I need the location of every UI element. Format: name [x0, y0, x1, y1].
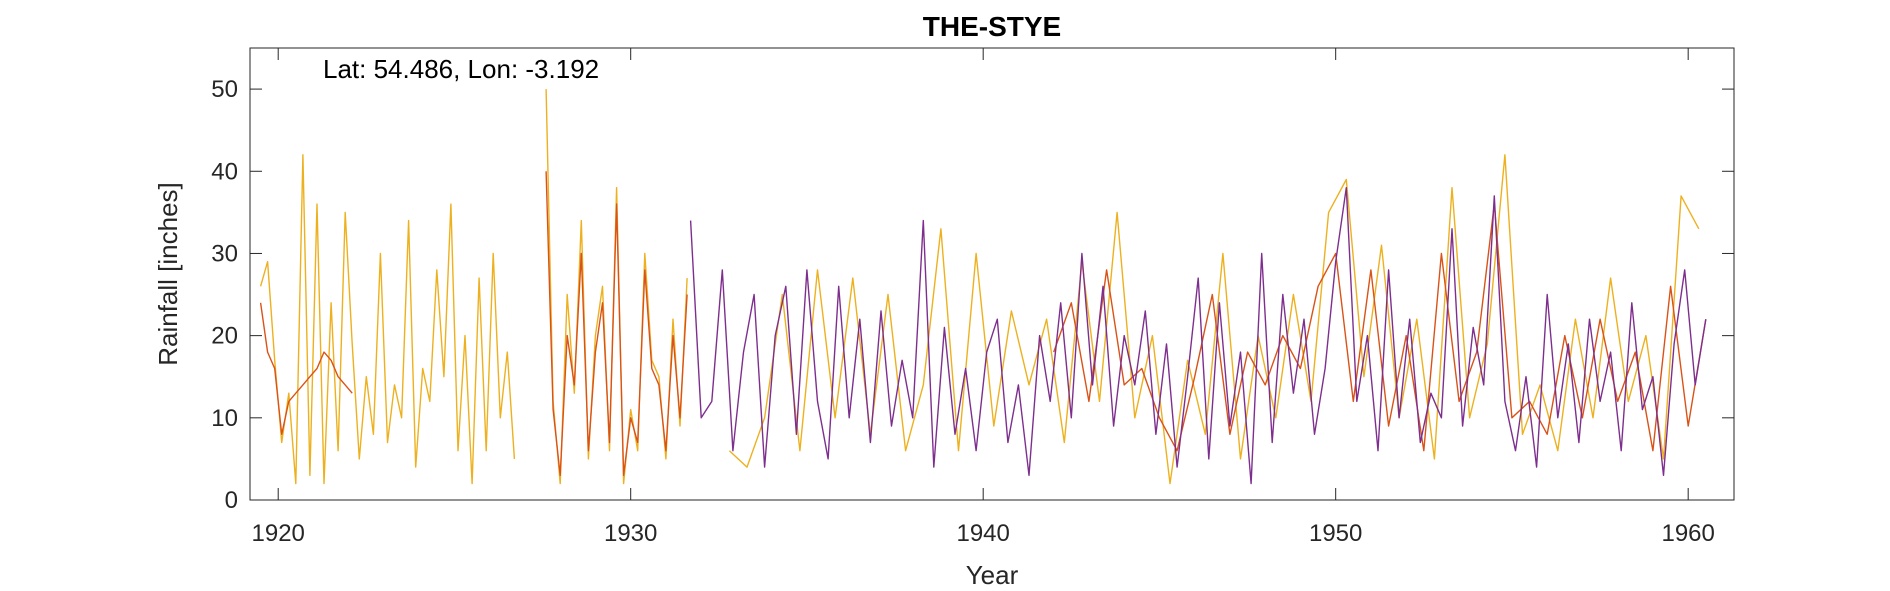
series-1-line-0 [259, 302, 353, 435]
y-tick-label: 20 [211, 323, 238, 350]
x-axis-title: Year [966, 560, 1019, 590]
x-tick-label: 1950 [1309, 520, 1362, 547]
series-layer [259, 89, 1707, 485]
series-2-line-0 [689, 186, 1707, 485]
x-tick-label: 1930 [604, 520, 657, 547]
y-tick-label: 40 [211, 158, 238, 185]
x-tick-label: 1960 [1661, 520, 1714, 547]
y-axis: 0 10 20 30 40 50 [211, 76, 1734, 514]
chart-title: THE-STYE [923, 11, 1061, 42]
plot-area-frame [249, 47, 1735, 501]
x-axis: 1920 1930 1940 1950 1960 [252, 48, 1715, 547]
y-axis-title: Rainfall [inches] [153, 182, 183, 366]
series-0-line-0 [259, 154, 516, 485]
y-tick-label: 10 [211, 405, 238, 432]
y-tick-label: 50 [211, 76, 238, 103]
x-tick-label: 1940 [956, 520, 1009, 547]
location-annotation: Lat: 54.486, Lon: -3.192 [323, 54, 599, 84]
series-1-line-2 [1053, 203, 1707, 452]
x-tick-label: 1920 [252, 520, 305, 547]
y-tick-label: 30 [211, 240, 238, 267]
series-0-line-2 [728, 154, 1700, 485]
series-1-line-1 [545, 171, 688, 476]
y-tick-label: 0 [225, 487, 238, 514]
